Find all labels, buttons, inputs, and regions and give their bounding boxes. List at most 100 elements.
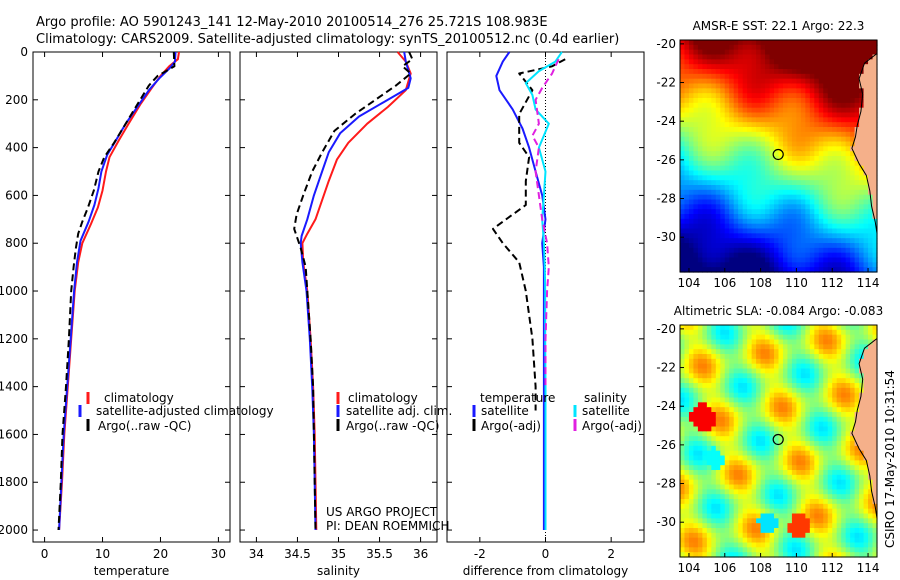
heatmap-cell — [742, 73, 748, 80]
heatmap-cell — [863, 112, 869, 118]
heatmap-cell — [680, 378, 686, 384]
heatmap-cell — [715, 59, 721, 65]
heatmap-cell — [680, 59, 686, 65]
heatmap-cell — [711, 344, 717, 350]
heatmap-cell — [688, 214, 695, 220]
heatmap-cell — [791, 552, 798, 558]
heatmap-cell — [859, 528, 865, 534]
heatmap-cell — [836, 59, 842, 65]
heatmap-cell — [872, 373, 878, 379]
heatmap-cell — [778, 112, 784, 118]
heatmap-cell — [814, 334, 820, 341]
heatmap-cell — [805, 489, 811, 495]
heatmap-cell — [863, 44, 869, 51]
heatmap-cell — [724, 40, 730, 46]
heatmap-cell — [760, 489, 766, 495]
heatmap-cell — [760, 392, 766, 399]
heatmap-cell — [854, 363, 860, 370]
heatmap-cell — [836, 209, 842, 215]
heatmap-cell — [782, 397, 789, 403]
heatmap-cell — [850, 383, 856, 389]
heatmap-cell — [778, 426, 784, 432]
heatmap-cell — [863, 518, 869, 524]
heatmap-cell — [868, 40, 874, 46]
heatmap-cell — [782, 189, 789, 196]
heatmap-cell — [872, 146, 878, 152]
heatmap-cell — [832, 465, 838, 471]
heatmap-cell — [774, 122, 780, 128]
heatmap-cell — [751, 122, 757, 128]
heatmap-cell — [684, 383, 690, 389]
heatmap-cell — [742, 397, 748, 403]
heatmap-cell — [868, 474, 874, 481]
heatmap-cell — [697, 127, 703, 133]
heatmap-cell — [805, 499, 811, 505]
heatmap-cell — [805, 416, 811, 423]
heatmap-cell — [720, 421, 726, 428]
heatmap-cell — [859, 416, 865, 423]
heatmap-cell — [738, 354, 744, 360]
heatmap-cell — [805, 363, 811, 370]
heatmap-cell — [684, 156, 690, 162]
heatmap-cell — [733, 416, 739, 423]
heatmap-cell — [836, 407, 842, 413]
heatmap-cell — [684, 141, 690, 147]
heatmap-cell — [782, 368, 789, 374]
heatmap-cell — [778, 383, 784, 389]
heatmap-cell — [836, 223, 842, 230]
heatmap-cell — [800, 455, 806, 461]
heatmap-cell — [823, 518, 829, 524]
heatmap-cell — [845, 387, 851, 394]
heatmap-cell — [791, 387, 798, 394]
heatmap-cell — [747, 117, 753, 123]
heatmap-cell — [787, 141, 793, 147]
heatmap-cell — [854, 252, 860, 259]
heatmap-cell — [809, 465, 815, 471]
heatmap-cell — [693, 238, 699, 244]
heatmap-cell — [791, 455, 798, 461]
heatmap-cell — [702, 455, 708, 461]
heatmap-cell — [796, 175, 802, 181]
heatmap-cell — [872, 228, 878, 234]
heatmap-cell — [863, 383, 869, 389]
heatmap-cell — [693, 131, 699, 138]
heatmap-cell — [742, 146, 748, 152]
heatmap-cell — [818, 416, 824, 423]
heatmap-cell — [863, 252, 869, 259]
heatmap-cell — [787, 383, 793, 389]
heatmap-cell — [805, 262, 811, 268]
heatmap-cell — [805, 136, 811, 143]
heatmap-cell — [756, 156, 762, 162]
heatmap-cell — [738, 436, 744, 442]
heatmap-cell — [747, 107, 753, 114]
heatmap-cell — [729, 474, 735, 481]
heatmap-cell — [733, 334, 739, 341]
heatmap-cell — [863, 412, 869, 418]
heatmap-cell — [854, 470, 860, 476]
heatmap-cell — [774, 349, 780, 355]
heatmap-cell — [854, 262, 860, 268]
heatmap-cell — [760, 441, 766, 447]
heatmap-cell — [787, 98, 793, 104]
heatmap-cell — [814, 455, 820, 461]
heatmap-cell — [760, 387, 766, 394]
heatmap-cell — [697, 223, 703, 230]
heatmap-cell — [832, 141, 838, 147]
heatmap-cell — [751, 69, 757, 75]
heatmap-cell — [765, 131, 771, 138]
heatmap-cell — [827, 49, 833, 56]
heatmap-cell — [738, 523, 744, 529]
heatmap-cell — [706, 122, 712, 128]
heatmap-cell — [702, 98, 708, 104]
heatmap-cell — [796, 397, 802, 403]
heatmap-cell — [805, 378, 811, 384]
heatmap-cell — [684, 416, 690, 423]
heatmap-cell — [684, 102, 690, 109]
heatmap-cell — [751, 537, 757, 544]
heatmap-cell — [782, 325, 789, 331]
heatmap-cell — [841, 165, 847, 172]
heatmap-cell — [747, 537, 753, 544]
heatmap-cell — [778, 102, 784, 109]
heatmap-cell — [782, 460, 789, 466]
heatmap-cell — [684, 513, 690, 519]
